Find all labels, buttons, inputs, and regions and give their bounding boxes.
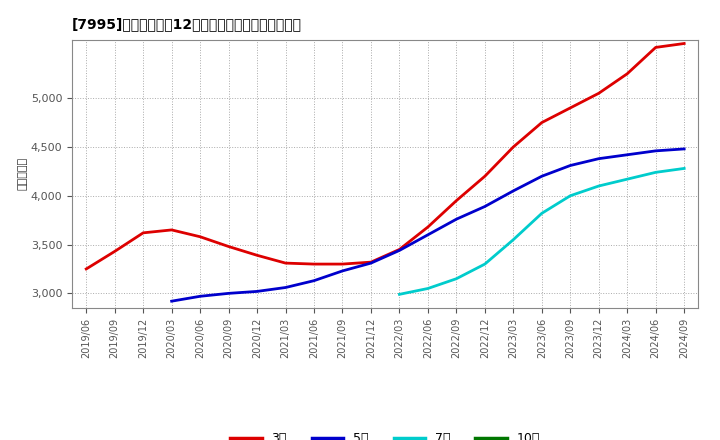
Y-axis label: （百万円）: （百万円） (18, 157, 28, 191)
Legend: 3年, 5年, 7年, 10年: 3年, 5年, 7年, 10年 (225, 427, 545, 440)
Text: [7995]　当期純利益12か月移動合計の平均値の推移: [7995] 当期純利益12か月移動合計の平均値の推移 (72, 18, 302, 32)
